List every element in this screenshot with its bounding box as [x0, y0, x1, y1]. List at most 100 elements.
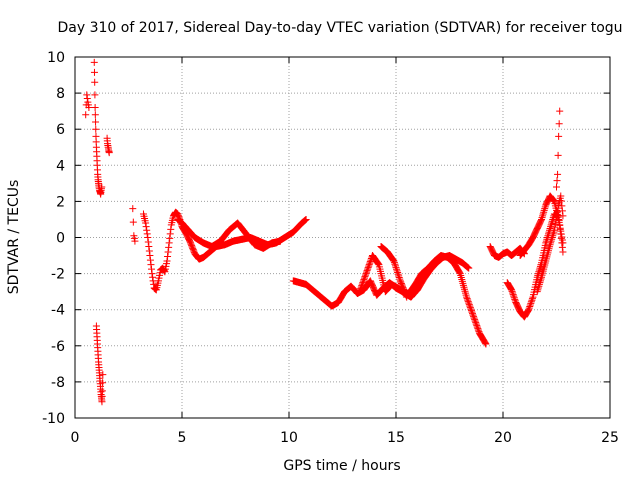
y-tick-label: -10	[42, 411, 65, 427]
x-tick-label: 20	[494, 430, 512, 446]
data-point	[83, 95, 91, 103]
data-point	[549, 230, 557, 238]
data-point	[166, 230, 174, 238]
data-point	[85, 104, 93, 112]
data-point	[547, 239, 555, 247]
data-point	[131, 237, 139, 245]
data-point	[555, 120, 563, 128]
data-point	[396, 275, 404, 283]
data-point	[374, 260, 382, 268]
data-point	[549, 196, 557, 204]
data-point	[526, 301, 534, 309]
data-points	[82, 58, 567, 406]
data-point	[558, 233, 566, 241]
data-point	[510, 292, 518, 300]
data-point	[549, 232, 557, 240]
data-point	[534, 286, 542, 294]
data-point	[83, 91, 91, 99]
data-point	[143, 230, 151, 238]
data-point	[165, 239, 173, 247]
data-point	[390, 257, 398, 265]
data-point	[167, 225, 175, 233]
data-point	[91, 78, 99, 86]
data-point	[536, 279, 544, 287]
data-point	[526, 303, 534, 311]
data-point	[363, 268, 371, 276]
data-point	[98, 183, 106, 191]
data-point	[403, 293, 411, 301]
data-point	[559, 239, 567, 247]
data-point	[365, 261, 373, 269]
data-point	[527, 298, 535, 306]
data-point	[555, 218, 563, 226]
data-point	[276, 237, 284, 245]
y-tick-label: -2	[51, 267, 65, 283]
data-point	[506, 284, 514, 292]
data-point	[91, 104, 99, 112]
data-point	[509, 289, 517, 297]
data-point	[470, 313, 478, 321]
data-point	[391, 262, 399, 270]
data-point	[535, 280, 543, 288]
y-tick-label: -4	[51, 303, 65, 319]
data-point	[556, 107, 564, 115]
data-point	[553, 183, 560, 191]
data-point	[464, 296, 472, 304]
data-point	[160, 266, 168, 274]
y-tick-label: 0	[56, 231, 65, 247]
data-point	[395, 274, 403, 282]
data-point	[474, 326, 482, 334]
data-point	[302, 215, 310, 223]
data-point	[464, 298, 472, 306]
data-point	[472, 320, 480, 328]
data-point	[360, 274, 368, 282]
data-point	[392, 264, 400, 272]
x-tick-label: 25	[601, 430, 619, 446]
data-point	[559, 212, 567, 220]
data-point	[465, 299, 473, 307]
data-point	[508, 287, 516, 295]
data-point	[541, 203, 549, 211]
data-point	[91, 91, 99, 99]
data-point	[470, 314, 478, 322]
data-point	[533, 288, 541, 296]
data-point	[362, 271, 370, 279]
data-point	[547, 237, 555, 245]
data-point	[469, 310, 477, 318]
data-point	[550, 226, 558, 234]
data-point	[481, 339, 489, 347]
data-point	[148, 270, 156, 278]
grid-lines	[75, 57, 610, 418]
data-point	[551, 220, 559, 228]
data-point	[547, 221, 555, 229]
data-point	[546, 224, 554, 232]
data-point	[99, 371, 107, 379]
data-point	[366, 258, 374, 266]
x-tick-label: 10	[280, 430, 298, 446]
data-point	[129, 218, 137, 226]
data-point	[558, 207, 566, 215]
data-point	[82, 111, 90, 119]
data-point	[360, 276, 368, 284]
data-point	[481, 338, 489, 346]
data-point	[548, 234, 556, 241]
data-point	[557, 192, 565, 200]
data-point	[391, 260, 399, 268]
data-point	[364, 265, 372, 273]
data-point	[98, 387, 106, 395]
data-point	[546, 241, 554, 249]
data-point	[166, 234, 174, 242]
data-point	[143, 226, 151, 234]
data-point	[366, 259, 374, 267]
data-point	[528, 235, 536, 243]
data-point	[146, 252, 154, 260]
data-point	[538, 214, 546, 222]
data-point	[144, 234, 152, 241]
data-point	[557, 227, 565, 235]
data-point	[394, 270, 402, 278]
data-point	[356, 288, 364, 296]
data-point	[511, 295, 519, 303]
data-point	[129, 205, 137, 213]
data-point	[539, 212, 547, 220]
data-point	[536, 264, 544, 272]
